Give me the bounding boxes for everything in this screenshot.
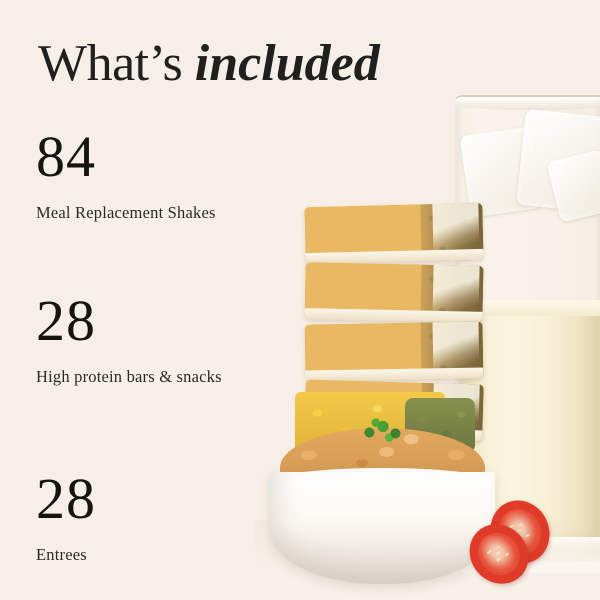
glass-rim — [455, 95, 600, 110]
stat-count: 28 — [36, 288, 96, 353]
stat-count: 84 — [36, 124, 96, 189]
protein-bar — [304, 202, 484, 265]
stat-label: Meal Replacement Shakes — [36, 203, 216, 222]
stat-item-shakes: 84 Meal Replacement Shakes — [36, 128, 216, 229]
page-title: What’s included — [38, 38, 380, 90]
product-photo — [255, 0, 600, 600]
stat-item-bars: 28 High protein bars & snacks — [36, 292, 222, 393]
bar-base-layer — [304, 308, 483, 323]
stat-label: Entrees — [36, 545, 87, 564]
protein-bar — [304, 321, 484, 382]
bowl-body — [270, 472, 495, 584]
stat-count: 28 — [36, 466, 96, 531]
protein-bar — [304, 262, 484, 323]
stat-label: High protein bars & snacks — [36, 367, 222, 386]
stat-item-entrees: 28 Entrees — [36, 470, 96, 571]
parsley-garnish — [358, 416, 410, 446]
headline-regular: What’s — [38, 35, 183, 92]
pasta-bowl — [270, 416, 495, 586]
headline-emphasis: included — [194, 35, 380, 92]
